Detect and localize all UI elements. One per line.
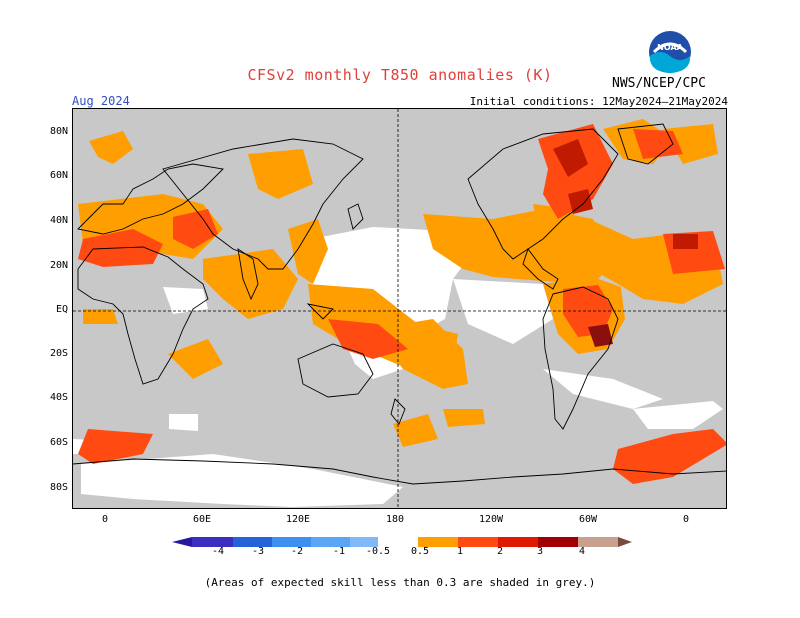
svg-text:NOAA: NOAA [657, 43, 683, 52]
chart-title: CFSv2 monthly T850 anomalies (K) [247, 66, 553, 84]
initial-conditions: Initial conditions: 12May2024–21May2024 [469, 95, 728, 108]
warm-3-4-areas [588, 324, 613, 347]
valid-month: Aug 2024 [72, 94, 130, 108]
coastlines [73, 123, 726, 485]
warm-2-3-areas [553, 139, 698, 249]
lon-label: 0 [101, 514, 109, 525]
colorbar-label: -2 [290, 546, 304, 557]
colorbar-label: -0.5 [365, 546, 391, 557]
lat-label: 80S [49, 482, 68, 493]
colorbar-arrow-left [172, 537, 192, 547]
organization-label: NWS/NCEP/CPC [612, 76, 706, 91]
colorbar-label: -3 [251, 546, 265, 557]
colorbar-arrow-right [618, 537, 632, 547]
lon-label: 180 [385, 514, 405, 525]
lat-label: 40S [49, 392, 68, 403]
colorbar-label: -1 [332, 546, 346, 557]
lat-label: 60S [49, 437, 68, 448]
map-canvas [73, 109, 726, 508]
lat-label: 20S [49, 348, 68, 359]
colorbar-label: 4 [578, 546, 586, 557]
colorbar-label: 0.5 [410, 546, 430, 557]
colorbar-label: 3 [536, 546, 544, 557]
lon-label: 120E [285, 514, 311, 525]
lat-label: 60N [49, 170, 68, 181]
colorbar [172, 537, 632, 547]
lat-label: EQ [55, 304, 68, 315]
colorbar-label: -4 [211, 546, 225, 557]
lon-label: 0 [682, 514, 690, 525]
lon-label: 60E [192, 514, 212, 525]
anomaly-map [72, 108, 727, 509]
lat-label: 20N [49, 260, 68, 271]
colorbar-label: 2 [496, 546, 504, 557]
lat-label: 40N [49, 215, 68, 226]
lat-label: 80N [49, 126, 68, 137]
lon-label: 120W [478, 514, 504, 525]
skill-footnote: (Areas of expected skill less than 0.3 a… [204, 576, 596, 589]
lon-label: 60W [578, 514, 598, 525]
colorbar-label: 1 [456, 546, 464, 557]
noaa-logo: NOAA [649, 31, 691, 73]
